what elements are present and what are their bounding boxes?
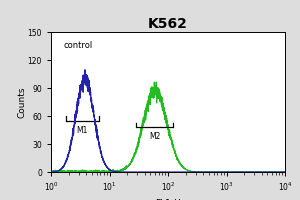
Text: M1: M1 [76,126,88,135]
Text: control: control [64,41,93,50]
Y-axis label: Counts: Counts [17,86,26,118]
Text: M2: M2 [149,132,160,141]
X-axis label: FL1-H: FL1-H [155,199,181,200]
Title: K562: K562 [148,17,188,31]
